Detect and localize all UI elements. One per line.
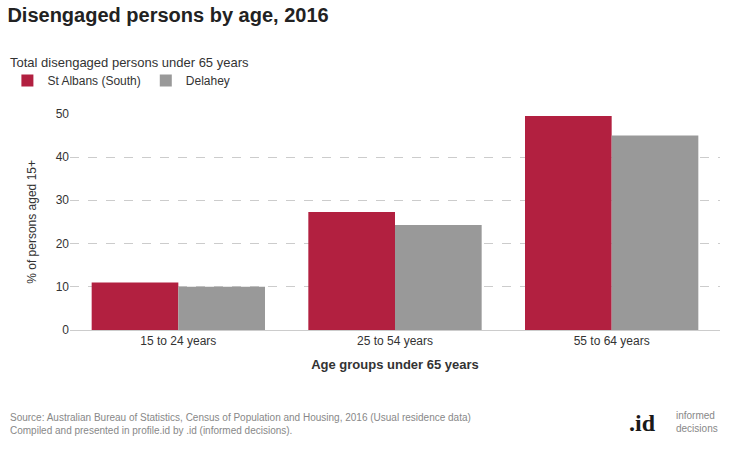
- svg-text:Total disengaged persons under: Total disengaged persons under 65 years: [10, 55, 249, 70]
- svg-text:0: 0: [62, 323, 69, 337]
- svg-text:.id: .id: [629, 410, 656, 436]
- svg-text:Source: Australian Bureau of S: Source: Australian Bureau of Statistics,…: [10, 412, 471, 436]
- svg-text:15 to 24 years: 15 to 24 years: [140, 334, 216, 348]
- svg-text:40: 40: [56, 150, 70, 164]
- svg-text:Disengaged persons by age, 201: Disengaged persons by age, 2016: [7, 4, 328, 26]
- svg-text:St Albans (South): St Albans (South): [47, 74, 140, 88]
- svg-text:% of persons aged 15+: % of persons aged 15+: [25, 160, 39, 284]
- svg-text:30: 30: [56, 193, 70, 207]
- svg-text:10: 10: [56, 280, 70, 294]
- svg-text:Age groups under 65 years: Age groups under 65 years: [311, 357, 479, 372]
- svg-text:informeddecisions: informeddecisions: [676, 410, 718, 434]
- svg-text:Delahey: Delahey: [186, 74, 230, 88]
- svg-text:50: 50: [56, 107, 70, 121]
- svg-text:55 to 64 years: 55 to 64 years: [574, 334, 650, 348]
- svg-text:20: 20: [56, 237, 70, 251]
- svg-text:25 to 54 years: 25 to 54 years: [357, 334, 433, 348]
